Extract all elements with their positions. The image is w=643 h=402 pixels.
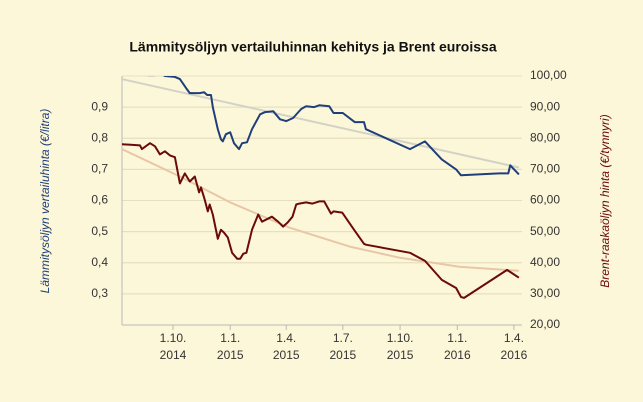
- x-tick-label: 1.7. 2015: [329, 331, 356, 362]
- x-tick-label: 1.1. 2016: [444, 331, 471, 362]
- y2-tick-label: 90,00: [530, 99, 560, 113]
- series-line: [122, 142, 520, 299]
- y-axis-title: Lämmitysöljyn vertailuhinta (€/litra): [38, 109, 52, 294]
- y2-tick-label: 100,00: [530, 68, 567, 82]
- x-tick-label: 1.10. 2015: [387, 331, 414, 362]
- x-tick-label: 1.1. 2015: [217, 331, 244, 362]
- y2-tick-label: 80,00: [530, 130, 560, 144]
- trend-line: [122, 78, 520, 169]
- y2-tick-label: 30,00: [530, 286, 560, 300]
- y-tick-label: 0,6: [91, 193, 108, 207]
- y-tick-label: 0,8: [91, 130, 108, 144]
- y2-tick-label: 70,00: [530, 162, 560, 176]
- series-line: [147, 76, 520, 177]
- x-tick-label: 1.4. 2015: [273, 331, 300, 362]
- y2-axis-title: Brent-raakaöljyn hinta (€/tynnyri): [598, 114, 612, 287]
- y-tick-label: 0,4: [91, 255, 108, 269]
- x-tick-label: 1.10. 2014: [160, 331, 187, 362]
- plot-area: [122, 76, 520, 299]
- y-tick-label: 0,3: [91, 286, 108, 300]
- y2-tick-label: 60,00: [530, 193, 560, 207]
- y2-tick-label: 40,00: [530, 255, 560, 269]
- y-tick-label: 0,5: [91, 224, 108, 238]
- y2-tick-label: 50,00: [530, 224, 560, 238]
- y2-tick-label: 20,00: [530, 317, 560, 331]
- chart-title: Lämmitysöljyn vertailuhinnan kehitys ja …: [129, 39, 496, 55]
- y-tick-label: 0,9: [91, 99, 108, 113]
- x-tick-label: 1.4. 2016: [501, 331, 528, 362]
- y-tick-label: 0,7: [91, 162, 108, 176]
